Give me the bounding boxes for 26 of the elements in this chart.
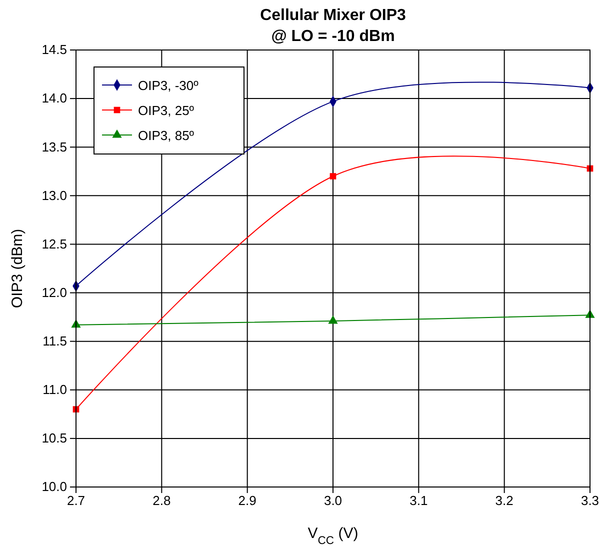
legend-label: OIP3, 25º	[138, 103, 194, 118]
y-tick-label: 13.5	[42, 139, 67, 154]
point	[330, 173, 336, 180]
y-tick-label: 10.0	[42, 479, 67, 494]
x-tick-label: 3.0	[324, 493, 342, 508]
x-axis-title: V$_{CC}$ (V)	[308, 525, 358, 547]
x-tick-label: 2.8	[152, 493, 171, 508]
y-tick-label: 12.0	[42, 284, 67, 300]
y-tick-label: 11.5	[42, 333, 67, 348]
y-tick-label: 12.5	[42, 236, 67, 252]
y-tick-label: 11.0	[42, 382, 67, 398]
chart-subtitle: @ LO = -10 dBm	[271, 28, 395, 45]
point	[328, 315, 338, 324]
x-tick-label: 2.9	[238, 493, 256, 508]
y-tick-label: 13.0	[42, 188, 67, 203]
y-tick-label: 14.0	[42, 90, 67, 106]
legend-label: OIP3, -30º	[138, 78, 199, 93]
x-tick-label: 3.3	[580, 493, 600, 508]
y-tick-label: 14.5	[42, 42, 67, 58]
x-tick-label: 3.2	[495, 493, 514, 508]
chart-title: Cellular Mixer OIP3	[260, 7, 406, 24]
y-axis-title: OIP3 (dBm)	[9, 228, 26, 308]
x-tick-label: 3.1	[410, 493, 428, 508]
x-tick-label: 2.7	[66, 493, 86, 508]
y-tick-label: 10.5	[42, 430, 67, 446]
legend-label: OIP3, 85º	[138, 128, 194, 143]
